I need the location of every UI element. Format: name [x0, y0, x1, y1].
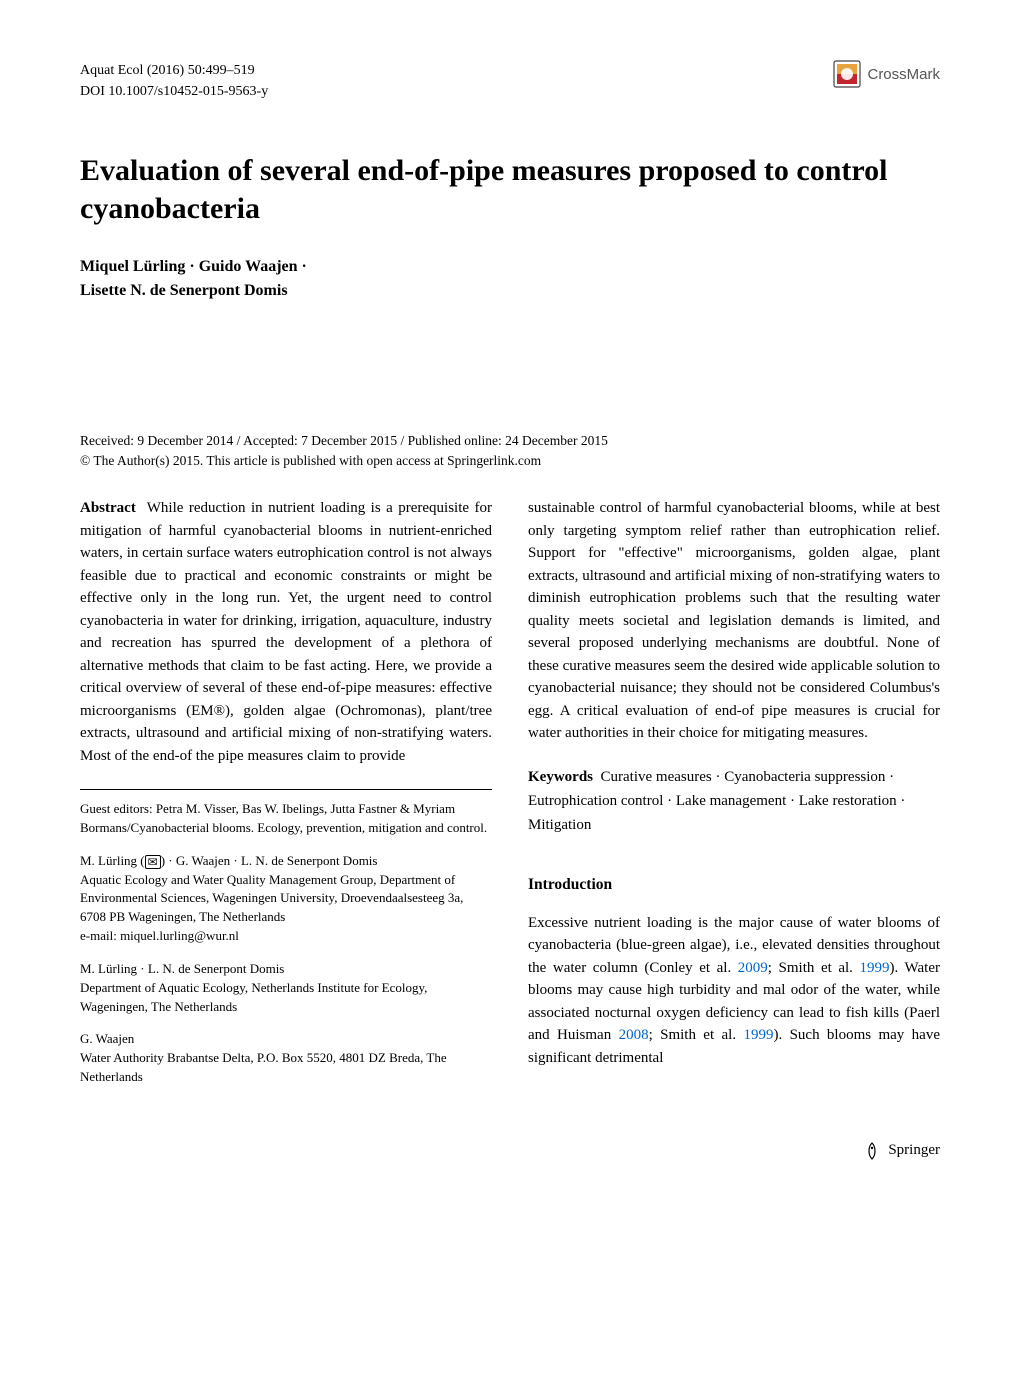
doi: DOI 10.1007/s10452-015-9563-y [80, 81, 268, 102]
affil1-authors: M. Lürling (✉) · G. Waajen · L. N. de Se… [80, 852, 492, 871]
introduction-heading: Introduction [528, 873, 940, 896]
keywords-paragraph: Keywords Curative measures · Cyanobacter… [528, 765, 940, 837]
affil1-address: Aquatic Ecology and Water Quality Manage… [80, 871, 492, 928]
keywords-label: Keywords [528, 769, 593, 785]
author-list: Miquel Lürling · Guido Waajen · Lisette … [80, 255, 940, 303]
abstract-label: Abstract [80, 500, 136, 516]
citation-smith-1999a[interactable]: 1999 [860, 960, 890, 976]
abstract-paragraph-right: sustainable control of harmful cyanobact… [528, 497, 940, 745]
affiliation-block-3: G. Waajen Water Authority Brabantse Delt… [80, 1030, 492, 1087]
authors-line-2: Lisette N. de Senerpont Domis [80, 279, 940, 303]
citation-smith-1999b[interactable]: 1999 [743, 1027, 773, 1043]
header-left: Aquat Ecol (2016) 50:499–519 DOI 10.1007… [80, 60, 268, 102]
affil3-address: Water Authority Brabantse Delta, P.O. Bo… [80, 1049, 492, 1087]
intro-text-4: ; Smith et al. [649, 1027, 744, 1043]
corresponding-author-icon: ✉ [145, 855, 161, 869]
two-column-body: Abstract While reduction in nutrient loa… [80, 497, 940, 1101]
crossmark-icon [833, 60, 861, 88]
crossmark-badge[interactable]: CrossMark [833, 60, 940, 88]
affiliation-block-2: M. Lürling · L. N. de Senerpont Domis De… [80, 960, 492, 1017]
intro-text-2: ; Smith et al. [768, 960, 860, 976]
copyright-line: © The Author(s) 2015. This article is pu… [80, 453, 940, 469]
affil2-authors: M. Lürling · L. N. de Senerpont Domis [80, 960, 492, 979]
affil3-authors: G. Waajen [80, 1030, 492, 1049]
left-column: Abstract While reduction in nutrient loa… [80, 497, 492, 1101]
journal-citation: Aquat Ecol (2016) 50:499–519 [80, 60, 268, 81]
abstract-paragraph-left: Abstract While reduction in nutrient loa… [80, 497, 492, 767]
right-column: sustainable control of harmful cyanobact… [528, 497, 940, 1101]
authors-line-1: Miquel Lürling · Guido Waajen · [80, 255, 940, 279]
citation-paerl-2008[interactable]: 2008 [619, 1027, 649, 1043]
article-dates: Received: 9 December 2014 / Accepted: 7 … [80, 433, 940, 449]
crossmark-label: CrossMark [867, 66, 940, 83]
affiliation-block-1: M. Lürling (✉) · G. Waajen · L. N. de Se… [80, 852, 492, 946]
abstract-text-left: While reduction in nutrient loading is a… [80, 500, 492, 764]
publisher-name: Springer [888, 1142, 940, 1159]
affil1-email: e-mail: miquel.lurling@wur.nl [80, 927, 492, 946]
introduction-paragraph: Excessive nutrient loading is the major … [528, 912, 940, 1070]
running-header: Aquat Ecol (2016) 50:499–519 DOI 10.1007… [80, 60, 940, 102]
article-title: Evaluation of several end-of-pipe measur… [80, 152, 940, 227]
page-footer: Springer [80, 1141, 940, 1161]
springer-icon [862, 1141, 882, 1161]
footnote-separator [80, 789, 492, 790]
guest-editors-note: Guest editors: Petra M. Visser, Bas W. I… [80, 800, 492, 838]
citation-conley-2009[interactable]: 2009 [738, 960, 768, 976]
affil2-address: Department of Aquatic Ecology, Netherlan… [80, 979, 492, 1017]
